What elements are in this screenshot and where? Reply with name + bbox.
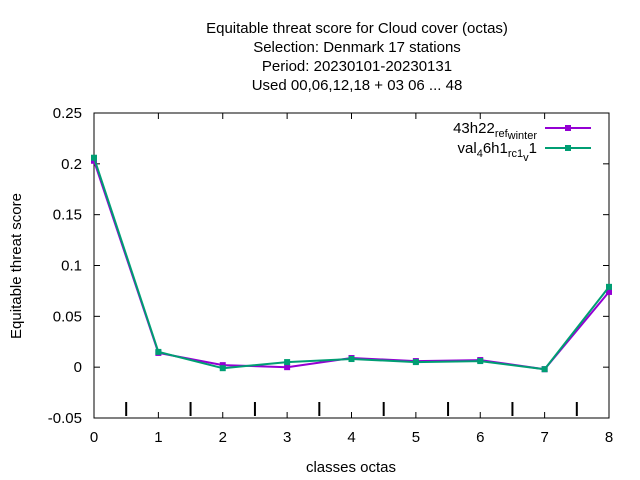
x-tick-label: 6 — [476, 429, 484, 446]
series-1-point — [606, 288, 612, 295]
x-tick-label: 7 — [540, 429, 548, 446]
legend-2-part-3: 6h1 — [483, 140, 508, 157]
series-2-point — [284, 359, 291, 366]
y-tick-label: 0.1 — [61, 258, 82, 275]
legend: 43h22refwinter val46h1rc1v1 — [453, 120, 591, 164]
x-tick-label: 2 — [219, 429, 227, 446]
title-line-4: Used 00,06,12,18 + 03 06 ... 48 — [252, 77, 463, 94]
series-layer — [91, 154, 612, 373]
legend-marker-series-1 — [565, 125, 571, 131]
x-tick-label: 8 — [605, 429, 613, 446]
x-tick-label: 0 — [90, 429, 98, 446]
legend-1-part-3: winter — [507, 130, 538, 142]
title-line-3: Period: 20230101-20230131 — [262, 58, 452, 75]
series-2-point — [155, 348, 162, 355]
y-tick-label: -0.05 — [48, 410, 82, 427]
y-tick-label: 0.15 — [53, 207, 82, 224]
series-2-point — [219, 365, 226, 372]
legend-2-part-2: 4 — [477, 148, 483, 160]
series-1-point — [284, 364, 291, 371]
x-tick-label: 4 — [347, 429, 355, 446]
title-line-2: Selection: Denmark 17 stations — [253, 39, 461, 56]
legend-2-part-1: val — [458, 140, 477, 157]
legend-label-series-1: 43h22refwinter — [453, 120, 537, 142]
x-tick-label: 5 — [412, 429, 420, 446]
y-axis: -0.05 0 0.05 0.1 0.15 0.2 0.25 — [48, 105, 609, 427]
x-axis-label: classes octas — [306, 459, 396, 476]
legend-2-part-6: 1 — [529, 140, 537, 157]
x-tick-label: 3 — [283, 429, 291, 446]
legend-2-part-5: v — [523, 152, 529, 164]
title-line-1: Equitable threat score for Cloud cover (… — [206, 20, 508, 37]
legend-label-series-2: val46h1rc1v1 — [458, 140, 537, 164]
x-axis: 0 1 2 3 4 5 6 7 8 — [90, 113, 613, 446]
class-boundary-marks — [125, 402, 578, 416]
series-2-line — [93, 157, 610, 371]
legend-1-part-2: ref — [495, 128, 509, 140]
y-axis-label: Equitable threat score — [8, 193, 25, 339]
y-tick-label: 0.25 — [53, 105, 82, 122]
series-1-point — [219, 362, 226, 369]
x-tick-label: 1 — [154, 429, 162, 446]
y-tick-label: 0 — [74, 359, 82, 376]
legend-2-part-4: rc1 — [508, 148, 523, 160]
series-2-point — [606, 283, 612, 290]
plot-frame — [93, 112, 610, 419]
legend-marker-series-2 — [565, 145, 571, 151]
y-tick-label: 0.2 — [61, 156, 82, 173]
series-2-point — [348, 356, 355, 363]
series-1-line — [93, 160, 610, 371]
series-2-point — [477, 358, 484, 365]
y-tick-label: 0.05 — [53, 308, 82, 325]
series-2-point — [91, 154, 97, 161]
chart-title: Equitable threat score for Cloud cover (… — [206, 20, 508, 94]
series-2-point — [541, 366, 548, 373]
series-2-point — [412, 359, 419, 366]
legend-1-part-1: 43h22 — [453, 120, 495, 137]
